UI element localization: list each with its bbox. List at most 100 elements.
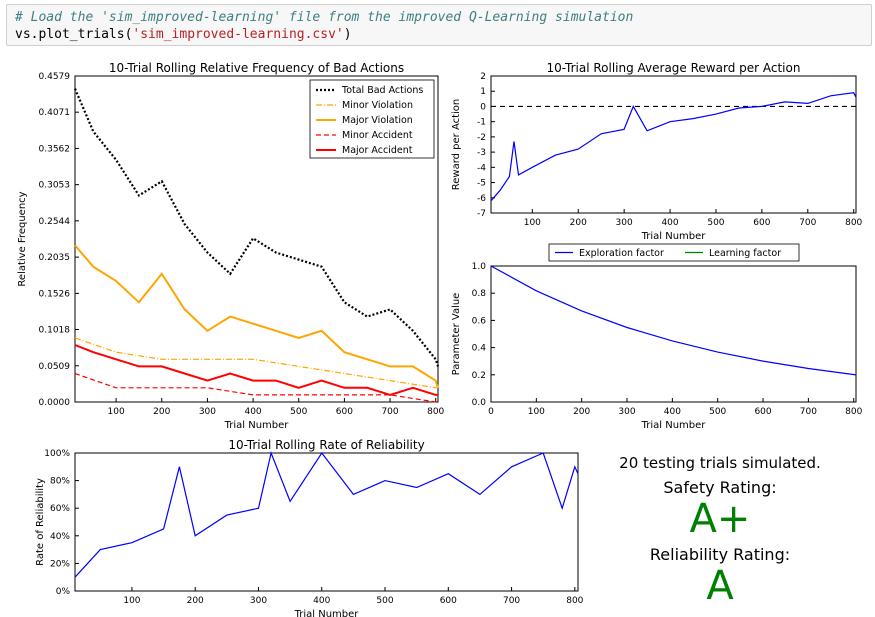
reward-xtick-label: 200 (570, 218, 587, 228)
bad-actions-series-major-violation (74, 244, 439, 389)
reward-xtick-label: 800 (845, 218, 862, 228)
code-comment: # Load the 'sim_improved-learning' file … (15, 10, 634, 25)
parameters-ytick-label: 1.0 (472, 262, 487, 272)
bad-actions-xtick-label: 400 (244, 407, 261, 417)
reliability-ytick-label: 100% (44, 449, 70, 459)
reward-ytick-label: -2 (477, 133, 486, 143)
reward-ylabel: Reward per Action (451, 99, 462, 191)
bad-actions-xtick-label: 600 (336, 407, 353, 417)
reliability-ytick-label: 20% (50, 559, 70, 569)
bad-actions-ylabel: Relative Frequency (17, 191, 28, 286)
reliability-xtick-label: 800 (566, 596, 583, 606)
reliability-rating-label: Reliability Rating: (649, 545, 791, 564)
reliability-plot-frame (74, 452, 579, 592)
bad-actions-chart (73, 75, 440, 403)
code-comment-line: # Load the 'sim_improved-learning' file … (15, 9, 863, 26)
bad-actions-xtick-label: 300 (199, 407, 216, 417)
parameters-plot-frame (490, 265, 857, 403)
parameters-ytick-label: 0.8 (472, 289, 487, 299)
reward-xtick-label: 500 (707, 218, 724, 228)
bad-actions-xtick-label: 500 (290, 407, 307, 417)
reward-ytick-label: 2 (480, 72, 486, 82)
reliability-xtick-label: 500 (376, 596, 393, 606)
reward-chart (490, 75, 857, 214)
parameters-ytick-label: 0.0 (472, 398, 487, 408)
reliability-xtick-label: 200 (187, 596, 204, 606)
parameters-ytick-label: 0.2 (472, 371, 486, 381)
legend-label: Minor Accident (342, 130, 413, 141)
reward-ytick-label: -7 (477, 209, 486, 219)
reward-xtick-label: 700 (799, 218, 816, 228)
reward-xtick-label: 100 (524, 218, 541, 228)
reward-ytick-label: 0 (480, 102, 486, 112)
bad-actions-series-minor-violation (74, 337, 438, 389)
code-arg: 'sim_improved-learning.csv' (132, 27, 344, 42)
reliability-ylabel: Rate of Reliability (35, 478, 46, 566)
legend-label: Major Accident (342, 145, 413, 156)
parameters-xtick-label: 500 (709, 407, 726, 417)
safety-rating-label: Safety Rating: (663, 478, 777, 497)
reliability-title: 10-Trial Rolling Rate of Reliability (228, 438, 424, 452)
parameters-xtick-label: 300 (618, 407, 635, 417)
reward-ytick-label: -1 (477, 118, 486, 128)
code-cell[interactable]: # Load the 'sim_improved-learning' file … (6, 4, 872, 46)
reward-plot-frame (490, 75, 857, 214)
parameters-xtick-label: 700 (800, 407, 817, 417)
reward-ytick-label: 1 (480, 87, 486, 97)
bad-actions-series-major-accident (74, 344, 438, 396)
reward-xlabel: Trial Number (641, 231, 707, 242)
parameters-xtick-label: 0 (488, 407, 494, 417)
parameters-chart (490, 243, 857, 403)
bad-actions-xtick-label: 800 (427, 407, 444, 417)
reward-xtick-label: 600 (753, 218, 770, 228)
bad-actions-ytick-label: 0.3562 (39, 144, 71, 154)
reliability-xtick-label: 600 (440, 596, 457, 606)
reward-xtick-label: 300 (616, 218, 633, 228)
legend-label: Learning factor (709, 248, 781, 259)
parameters-xtick-label: 400 (664, 407, 681, 417)
reliability-xtick-label: 400 (313, 596, 330, 606)
reliability-ytick-label: 0% (56, 587, 71, 597)
code-call: vs.plot_trials( (15, 27, 133, 42)
bad-actions-xtick-label: 700 (381, 407, 398, 417)
parameters-xtick-label: 800 (845, 407, 862, 417)
bad-actions-xtick-label: 100 (108, 407, 125, 417)
reliability-ytick-label: 60% (50, 504, 70, 514)
reward-xtick-label: 400 (661, 218, 678, 228)
reliability-xtick-label: 300 (250, 596, 267, 606)
reliability-ytick-label: 80% (50, 477, 70, 487)
reward-ytick-label: -5 (477, 179, 486, 189)
legend-label: Exploration factor (579, 248, 664, 259)
parameters-xtick-label: 600 (754, 407, 771, 417)
bad-actions-title: 10-Trial Rolling Relative Frequency of B… (109, 61, 404, 75)
bad-actions-ytick-label: 0.1526 (39, 289, 71, 299)
parameters-xlabel: Trial Number (641, 420, 707, 431)
reward-series-line-0 (490, 92, 857, 202)
reward-ytick-label: -3 (477, 148, 486, 158)
parameters-xtick-label: 200 (573, 407, 590, 417)
legend-label: Major Violation (342, 115, 413, 126)
parameters-ylabel: Parameter Value (451, 293, 462, 376)
reward-title: 10-Trial Rolling Average Reward per Acti… (547, 61, 801, 75)
bad-actions-ytick-label: 0.4579 (39, 72, 71, 82)
legend-label: Minor Violation (342, 100, 413, 111)
code-close: ) (343, 27, 352, 42)
safety-rating-grade: A+ (689, 496, 751, 542)
bad-actions-ytick-label: 0.3053 (39, 181, 71, 191)
summary-panel: 20 testing trials simulated. Safety Rati… (590, 450, 850, 606)
reliability-rating-grade: A (706, 563, 734, 609)
bad-actions-series-minor-accident (74, 372, 438, 403)
bad-actions-ytick-label: 0.4071 (39, 108, 71, 118)
code-call-line: vs.plot_trials('sim_improved-learning.cs… (15, 26, 863, 43)
reward-ytick-label: -6 (477, 194, 486, 204)
parameters-ytick-label: 0.4 (472, 344, 487, 354)
bad-actions-ytick-label: 0.2544 (39, 217, 71, 227)
bad-actions-xlabel: Trial Number (224, 420, 290, 431)
parameters-legend (548, 243, 800, 262)
bad-actions-xtick-label: 200 (153, 407, 170, 417)
reward-ytick-label: -4 (477, 163, 486, 173)
bad-actions-ytick-label: 0.0000 (39, 398, 71, 408)
reliability-xtick-label: 700 (503, 596, 520, 606)
bad-actions-ytick-label: 0.1018 (39, 326, 71, 336)
